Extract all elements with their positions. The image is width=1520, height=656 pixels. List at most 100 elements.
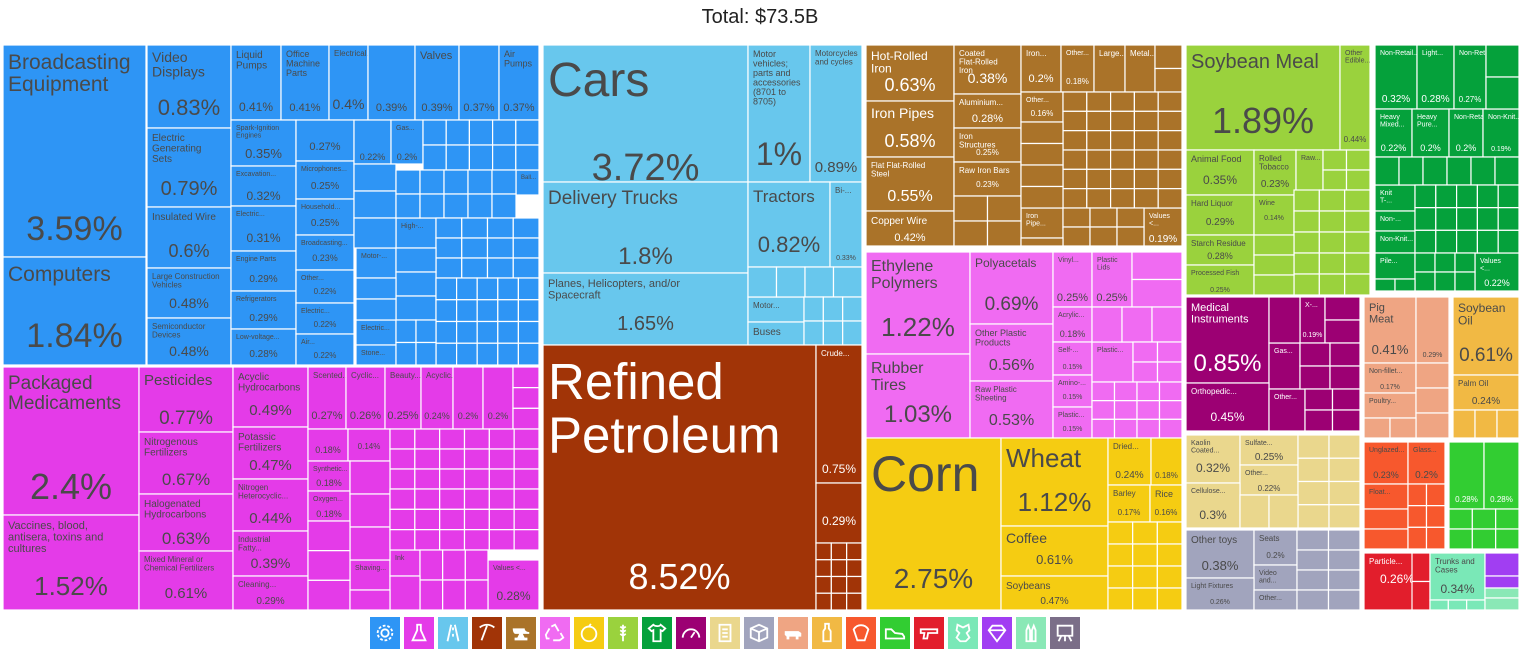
tile-broadcasting-equipment[interactable] [2,44,147,258]
small-tile[interactable] [830,575,848,594]
small-tile[interactable] [488,468,515,490]
tile-unlabeled[interactable] [1483,441,1520,510]
small-tile[interactable] [1107,521,1134,545]
tile-other-toys[interactable] [1185,529,1255,579]
small-tile[interactable] [395,169,421,195]
tile-aluminium[interactable] [953,93,1022,129]
small-tile[interactable] [1239,494,1270,529]
small-tile[interactable] [486,237,514,259]
tile-other-edible[interactable] [1339,44,1371,151]
small-tile[interactable] [1158,418,1183,439]
small-tile[interactable] [1494,156,1520,186]
small-tile[interactable] [986,195,1022,222]
small-tile[interactable] [1154,67,1183,93]
small-tile[interactable] [1136,418,1161,439]
small-tile[interactable] [1133,149,1159,170]
small-tile[interactable] [389,428,416,450]
small-tile[interactable] [1414,271,1436,292]
small-tile[interactable] [846,542,863,561]
small-tile[interactable] [1497,184,1520,209]
small-tile[interactable] [1157,149,1183,170]
small-tile[interactable] [513,468,540,490]
tile-processed-fish[interactable] [1185,264,1255,296]
small-tile[interactable] [355,277,397,300]
tile-oxygen[interactable] [307,490,351,522]
small-tile[interactable] [1133,130,1159,151]
small-tile[interactable] [1086,110,1112,132]
small-tile[interactable] [1157,168,1183,190]
tile-planes-helicopters-and-or-spacecraft[interactable] [542,272,749,346]
small-tile[interactable] [1156,543,1183,567]
small-tile[interactable] [476,277,499,301]
small-tile[interactable] [1446,156,1472,186]
small-tile[interactable] [1422,156,1448,186]
small-tile[interactable] [349,460,391,495]
tile-air[interactable] [295,333,355,366]
small-tile[interactable] [1157,110,1183,132]
small-tile[interactable] [1091,400,1116,420]
small-tile[interactable] [389,508,416,531]
small-tile[interactable] [353,217,397,249]
tile-heavy-mixed[interactable] [1374,108,1413,158]
small-tile[interactable] [1020,164,1064,188]
small-tile[interactable] [307,550,351,581]
small-tile[interactable] [443,169,469,195]
pig-icon[interactable] [778,617,808,649]
tile-coated-flat-rolled-iron[interactable] [953,44,1022,95]
tile-float[interactable] [1363,483,1409,510]
small-tile[interactable] [389,529,416,551]
tile-non-fillet[interactable] [1363,362,1417,394]
small-tile[interactable] [1116,226,1145,247]
small-tile[interactable] [1407,505,1428,528]
small-tile[interactable] [395,295,437,321]
small-tile[interactable] [1331,409,1361,432]
small-tile[interactable] [414,529,441,551]
tile-large[interactable] [1093,44,1126,93]
small-tile[interactable] [1329,342,1361,367]
small-tile[interactable] [422,144,447,171]
small-tile[interactable] [1345,149,1371,171]
small-tile[interactable] [1136,381,1161,402]
tile-motorcycles-and-cycles[interactable] [809,44,863,183]
small-tile[interactable] [1415,412,1450,439]
tile-pig-meat[interactable] [1363,296,1417,364]
small-tile[interactable] [463,428,490,450]
tile-other[interactable] [1060,44,1095,93]
small-tile[interactable] [488,508,515,531]
small-tile[interactable] [395,341,417,366]
small-tile[interactable] [1435,207,1458,231]
tile-rolled-tobacco[interactable] [1253,149,1297,196]
small-tile[interactable] [1398,156,1424,186]
small-tile[interactable] [463,508,490,531]
tile-light[interactable] [1416,44,1455,110]
small-tile[interactable] [395,247,437,273]
small-tile[interactable] [513,529,540,551]
small-tile[interactable] [1113,381,1138,402]
small-tile[interactable] [517,342,540,366]
small-tile[interactable] [1156,565,1183,589]
tile-kaolin-coated[interactable] [1185,434,1241,484]
small-tile[interactable] [1062,168,1088,190]
small-tile[interactable] [512,407,540,430]
small-tile[interactable] [1476,229,1499,254]
small-tile[interactable] [1156,587,1183,611]
small-tile[interactable] [1091,306,1123,343]
small-tile[interactable] [463,448,490,470]
small-tile[interactable] [442,549,466,581]
small-tile[interactable] [1299,365,1331,390]
small-tile[interactable] [1107,565,1134,589]
small-tile[interactable] [953,195,989,222]
small-tile[interactable] [1157,91,1183,112]
small-tile[interactable] [1318,273,1346,296]
tile-values[interactable] [487,559,540,611]
tile-cyclic[interactable] [345,366,386,430]
tile-unglazed[interactable] [1363,441,1409,485]
small-tile[interactable] [513,508,540,531]
small-tile[interactable] [486,217,514,239]
small-tile[interactable] [815,542,832,561]
small-tile[interactable] [1318,189,1346,212]
small-tile[interactable] [463,529,490,551]
tile-other[interactable] [1268,388,1306,432]
small-tile[interactable] [1158,381,1183,402]
small-tile[interactable] [1157,130,1183,151]
